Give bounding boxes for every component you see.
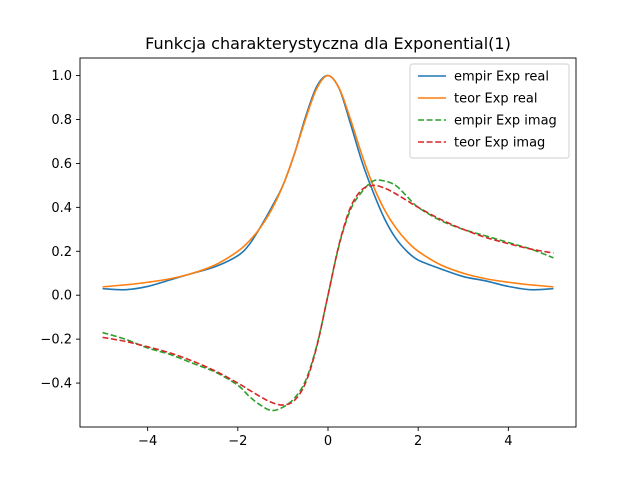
x-tick-label: −4 [138, 434, 157, 449]
y-tick-label: −0.2 [40, 333, 72, 348]
y-tick-label: 0.6 [51, 157, 72, 172]
axes: −4 −2 0 2 4 −0.4 −0.2 0.0 0.2 0.4 0.6 0.8 1.0 [40, 57, 577, 449]
legend-label-2: teor Exp real [454, 92, 537, 107]
series-lines [102, 74, 554, 412]
y-tick-label: 0.8 [51, 113, 72, 128]
legend: empir Exp real teor Exp real empir Exp ima… [409, 63, 570, 159]
y-tick-label: 0.2 [51, 245, 72, 260]
series-line-2 [102, 74, 554, 288]
x-tick-label: −2 [228, 434, 247, 449]
legend-label-4: teor Exp imag [454, 136, 545, 151]
legend-label-1: empir Exp real [454, 70, 549, 85]
legend-label-3: empir Exp imag [454, 114, 557, 129]
x-tick-label: 0 [324, 434, 332, 449]
legend-box [409, 63, 570, 159]
y-tick-label: 1.0 [51, 69, 72, 84]
y-tick-label: 0.0 [51, 289, 72, 304]
series-line-3 [102, 179, 554, 412]
x-tick-label: 2 [414, 434, 422, 449]
chart-title: Funkcja charakterystyczna dla Exponentia… [145, 34, 511, 53]
y-tick-label: −0.4 [40, 377, 72, 392]
y-tick-label: 0.4 [51, 201, 72, 216]
series-line-4 [102, 184, 554, 406]
x-tick-label: 4 [504, 434, 512, 449]
